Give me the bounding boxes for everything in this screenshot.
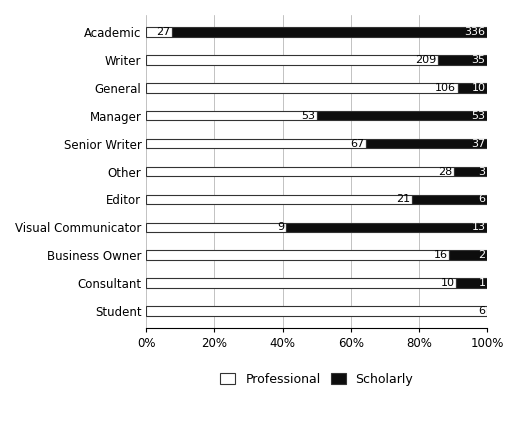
Bar <box>146 250 449 260</box>
Text: 209: 209 <box>415 55 436 65</box>
Legend: Professional, Scholarly: Professional, Scholarly <box>215 368 418 391</box>
Text: 27: 27 <box>156 27 170 37</box>
Bar <box>286 222 487 232</box>
Bar <box>146 83 458 93</box>
Text: 106: 106 <box>435 83 456 93</box>
Bar <box>146 194 412 205</box>
Text: 53: 53 <box>472 111 486 121</box>
Text: 16: 16 <box>434 250 448 260</box>
Bar <box>146 166 454 177</box>
Bar <box>412 194 487 205</box>
Text: 9: 9 <box>277 222 284 232</box>
Bar <box>146 139 366 149</box>
Text: 6: 6 <box>479 194 486 205</box>
Text: 10: 10 <box>441 278 455 288</box>
Bar <box>458 83 487 93</box>
Bar <box>317 111 487 121</box>
Bar <box>366 139 487 149</box>
Text: 3: 3 <box>479 166 486 177</box>
Bar <box>439 55 487 65</box>
Bar <box>456 278 487 288</box>
Text: 10: 10 <box>472 83 486 93</box>
Text: 67: 67 <box>350 139 364 149</box>
Text: 28: 28 <box>439 166 453 177</box>
Bar <box>449 250 487 260</box>
Bar <box>146 306 487 316</box>
Bar <box>146 111 317 121</box>
Text: 53: 53 <box>301 111 315 121</box>
Text: 1: 1 <box>479 278 486 288</box>
Text: 37: 37 <box>471 139 486 149</box>
Text: 21: 21 <box>395 194 410 205</box>
Bar <box>146 278 456 288</box>
Text: 13: 13 <box>472 222 486 232</box>
Text: 2: 2 <box>479 250 486 260</box>
Bar <box>146 222 286 232</box>
Bar <box>146 27 172 37</box>
Bar <box>146 55 439 65</box>
Text: 35: 35 <box>472 55 486 65</box>
Text: 6: 6 <box>479 306 486 316</box>
Bar <box>172 27 487 37</box>
Text: 336: 336 <box>465 27 486 37</box>
Bar <box>454 166 487 177</box>
